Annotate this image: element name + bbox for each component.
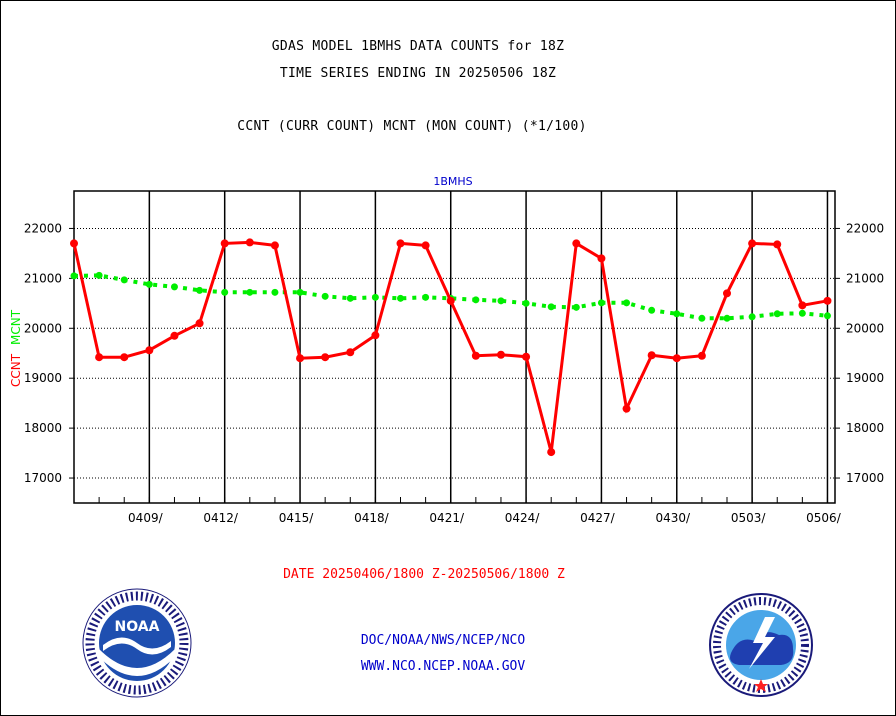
x-tick-label: 0412/: [203, 511, 239, 525]
chart-subtitle: CCNT (CURR COUNT) MCNT (MON COUNT) (*1/1…: [237, 119, 587, 134]
data-point-mcnt: [120, 276, 128, 284]
data-point-ccnt: [496, 350, 505, 359]
data-point-mcnt: [547, 303, 555, 311]
y-axis-label-ccnt: CCNT: [9, 353, 23, 387]
data-point-mcnt: [798, 309, 806, 317]
data-point-ccnt: [823, 296, 832, 305]
data-point-ccnt: [572, 239, 581, 248]
data-point-mcnt: [723, 314, 731, 322]
data-point-ccnt: [672, 354, 681, 363]
credit-line-2: WWW.NCO.NCEP.NOAA.GOV: [360, 659, 526, 674]
y-tick-label-right: 20000: [846, 321, 884, 335]
data-point-ccnt: [773, 240, 782, 249]
noaa-logo-text: NOAA: [115, 619, 160, 635]
data-point-ccnt: [170, 331, 179, 340]
data-point-ccnt: [120, 353, 129, 362]
y-tick-label-left: 17000: [24, 471, 62, 485]
noaa-logo: NOAA: [82, 588, 192, 698]
data-point-mcnt: [296, 288, 304, 296]
y-tick-label-left: 18000: [24, 421, 62, 435]
x-tick-label: 0427/: [580, 511, 616, 525]
data-point-mcnt: [371, 293, 379, 301]
x-tick-label: 0424/: [505, 511, 541, 525]
data-point-mcnt: [823, 312, 831, 320]
data-point-ccnt: [647, 351, 656, 360]
data-point-mcnt: [497, 297, 505, 305]
y-tick-label-right: 19000: [846, 371, 884, 385]
data-point-mcnt: [321, 292, 329, 300]
data-point-mcnt: [271, 288, 279, 296]
data-point-ccnt: [195, 319, 204, 328]
date-range-label: DATE 20250406/1800 Z-20250506/1800 Z: [283, 567, 565, 582]
data-point-ccnt: [798, 301, 807, 310]
x-tick-label: 0409/: [128, 511, 164, 525]
data-point-ccnt: [446, 296, 455, 305]
data-point-mcnt: [522, 299, 530, 307]
data-point-mcnt: [623, 299, 631, 307]
data-point-ccnt: [622, 404, 631, 413]
data-point-mcnt: [170, 283, 178, 291]
data-point-ccnt: [522, 352, 531, 361]
data-point-mcnt: [673, 310, 681, 318]
data-point-ccnt: [396, 239, 405, 248]
data-point-ccnt: [321, 353, 330, 362]
x-tick-label: 0506/: [806, 511, 842, 525]
data-point-ccnt: [296, 354, 305, 363]
data-point-mcnt: [422, 293, 430, 301]
chart-title-line-1: GDAS MODEL 1BMHS DATA COUNTS for 18Z: [271, 39, 565, 54]
y-tick-label-left: 21000: [24, 271, 62, 285]
data-point-mcnt: [773, 310, 781, 318]
data-point-mcnt: [246, 288, 254, 296]
plot-title: 1BMHS: [433, 175, 472, 188]
credit-line-1: DOC/NOAA/NWS/NCEP/NCO: [360, 633, 526, 648]
y-axis-label-mcnt: MCNT: [9, 309, 23, 345]
data-point-ccnt: [70, 239, 78, 248]
nws-logo: [709, 593, 813, 697]
chart-title-line-2: TIME SERIES ENDING IN 20250506 18Z: [279, 66, 557, 81]
x-tick-label: 0430/: [655, 511, 691, 525]
data-point-mcnt: [698, 314, 706, 322]
data-point-ccnt: [421, 241, 430, 250]
data-point-mcnt: [572, 303, 580, 311]
data-point-mcnt: [648, 306, 656, 314]
data-point-ccnt: [346, 348, 355, 357]
y-tick-label-right: 21000: [846, 271, 884, 285]
data-point-mcnt: [196, 286, 204, 294]
data-point-ccnt: [597, 254, 606, 263]
data-point-ccnt: [95, 353, 104, 362]
data-point-ccnt: [723, 289, 732, 298]
data-point-ccnt: [697, 351, 706, 360]
data-point-ccnt: [471, 351, 480, 360]
data-point-ccnt: [270, 241, 279, 250]
y-tick-label-right: 17000: [846, 471, 884, 485]
data-point-mcnt: [397, 294, 405, 302]
x-tick-label: 0421/: [429, 511, 465, 525]
plot-frame: [73, 190, 836, 504]
data-point-ccnt: [371, 331, 380, 340]
data-point-mcnt: [346, 294, 354, 302]
data-point-mcnt: [472, 296, 480, 304]
data-point-mcnt: [70, 272, 78, 280]
data-point-ccnt: [748, 239, 757, 248]
data-point-mcnt: [597, 299, 605, 307]
data-point-mcnt: [221, 288, 229, 296]
x-tick-label: 0415/: [279, 511, 315, 525]
data-point-ccnt: [220, 239, 229, 248]
y-tick-label-right: 22000: [846, 221, 884, 235]
y-tick-label-left: 19000: [24, 371, 62, 385]
x-tick-label: 0418/: [354, 511, 390, 525]
data-point-ccnt: [145, 346, 154, 355]
y-tick-label-left: 22000: [24, 221, 62, 235]
data-point-ccnt: [245, 238, 254, 247]
data-point-mcnt: [748, 313, 756, 321]
data-point-ccnt: [547, 448, 556, 457]
y-tick-label-left: 20000: [24, 321, 62, 335]
x-tick-label: 0503/: [731, 511, 767, 525]
y-tick-label-right: 18000: [846, 421, 884, 435]
data-point-mcnt: [145, 280, 153, 288]
chart: 17000 17000 18000 18000 19000 19000 20000 20000…: [9, 175, 884, 525]
data-point-mcnt: [95, 271, 103, 279]
